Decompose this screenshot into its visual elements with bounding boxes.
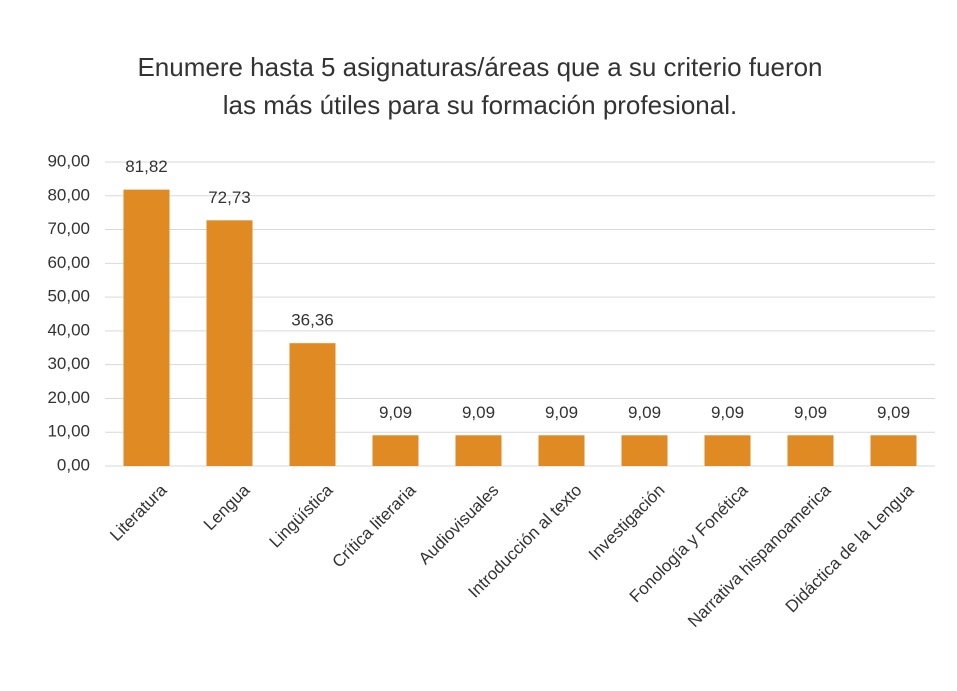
data-label: 36,36	[291, 311, 334, 330]
bar	[538, 435, 585, 466]
data-label: 9,09	[877, 403, 910, 422]
y-tick-label: 0,00	[57, 455, 90, 474]
data-label: 9,09	[794, 403, 827, 422]
y-tick-label: 30,00	[47, 354, 90, 373]
bar	[787, 435, 834, 466]
data-label: 9,09	[462, 403, 495, 422]
bar	[455, 435, 502, 466]
y-tick-label: 40,00	[47, 320, 90, 339]
x-tick-label: Investigación	[585, 481, 669, 565]
data-label: 81,82	[125, 157, 168, 176]
y-tick-label: 20,00	[47, 388, 90, 407]
bar	[870, 435, 917, 466]
y-tick-label: 50,00	[47, 287, 90, 306]
x-tick-label: Crítica literaria	[329, 480, 420, 571]
data-label: 9,09	[379, 403, 412, 422]
bar	[123, 189, 170, 466]
data-label: 9,09	[628, 403, 661, 422]
data-label: 9,09	[711, 403, 744, 422]
y-tick-label: 10,00	[47, 422, 90, 441]
y-tick-label: 60,00	[47, 253, 90, 272]
x-tick-label: Literatura	[106, 480, 171, 545]
chart-title: Enumere hasta 5 asignaturas/áreas que a …	[137, 52, 823, 120]
y-tick-label: 80,00	[47, 185, 90, 204]
bar	[206, 220, 253, 466]
x-tick-label: Narrativa hispanoamerica	[684, 480, 835, 631]
bar	[372, 435, 419, 466]
bar	[289, 343, 336, 466]
x-tick-label: Audiovisuales	[415, 481, 503, 569]
data-label: 9,09	[545, 403, 578, 422]
bar	[621, 435, 668, 466]
x-tick-label: Lengua	[200, 480, 254, 534]
bar	[704, 435, 751, 466]
x-tick-label: Lingüística	[266, 480, 337, 551]
y-tick-label: 70,00	[47, 219, 90, 238]
data-label: 72,73	[208, 188, 251, 207]
y-tick-label: 90,00	[47, 151, 90, 170]
